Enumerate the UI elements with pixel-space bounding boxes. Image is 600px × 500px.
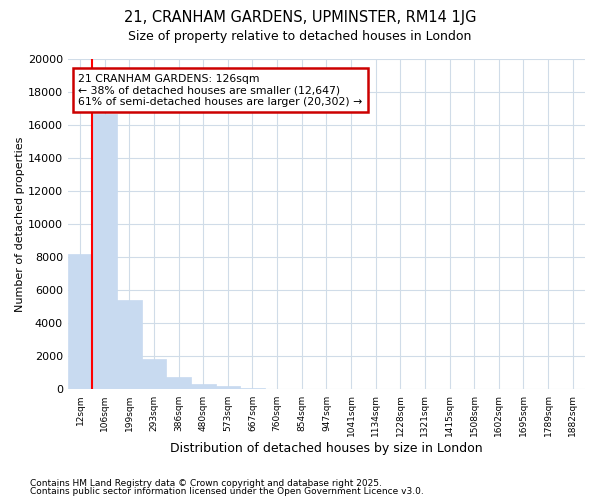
Bar <box>92 114 117 390</box>
Bar <box>215 386 240 390</box>
Bar <box>142 359 166 390</box>
Text: Contains HM Land Registry data © Crown copyright and database right 2025.: Contains HM Land Registry data © Crown c… <box>30 478 382 488</box>
Bar <box>265 388 289 390</box>
X-axis label: Distribution of detached houses by size in London: Distribution of detached houses by size … <box>170 442 482 455</box>
Bar <box>117 300 142 390</box>
Bar <box>68 254 92 390</box>
Bar <box>166 377 191 390</box>
Text: 21, CRANHAM GARDENS, UPMINSTER, RM14 1JG: 21, CRANHAM GARDENS, UPMINSTER, RM14 1JG <box>124 10 476 25</box>
Text: Contains public sector information licensed under the Open Government Licence v3: Contains public sector information licen… <box>30 487 424 496</box>
Y-axis label: Number of detached properties: Number of detached properties <box>15 136 25 312</box>
Bar <box>240 388 265 390</box>
Text: 21 CRANHAM GARDENS: 126sqm
← 38% of detached houses are smaller (12,647)
61% of : 21 CRANHAM GARDENS: 126sqm ← 38% of deta… <box>78 74 362 107</box>
Bar <box>191 384 215 390</box>
Text: Size of property relative to detached houses in London: Size of property relative to detached ho… <box>128 30 472 43</box>
